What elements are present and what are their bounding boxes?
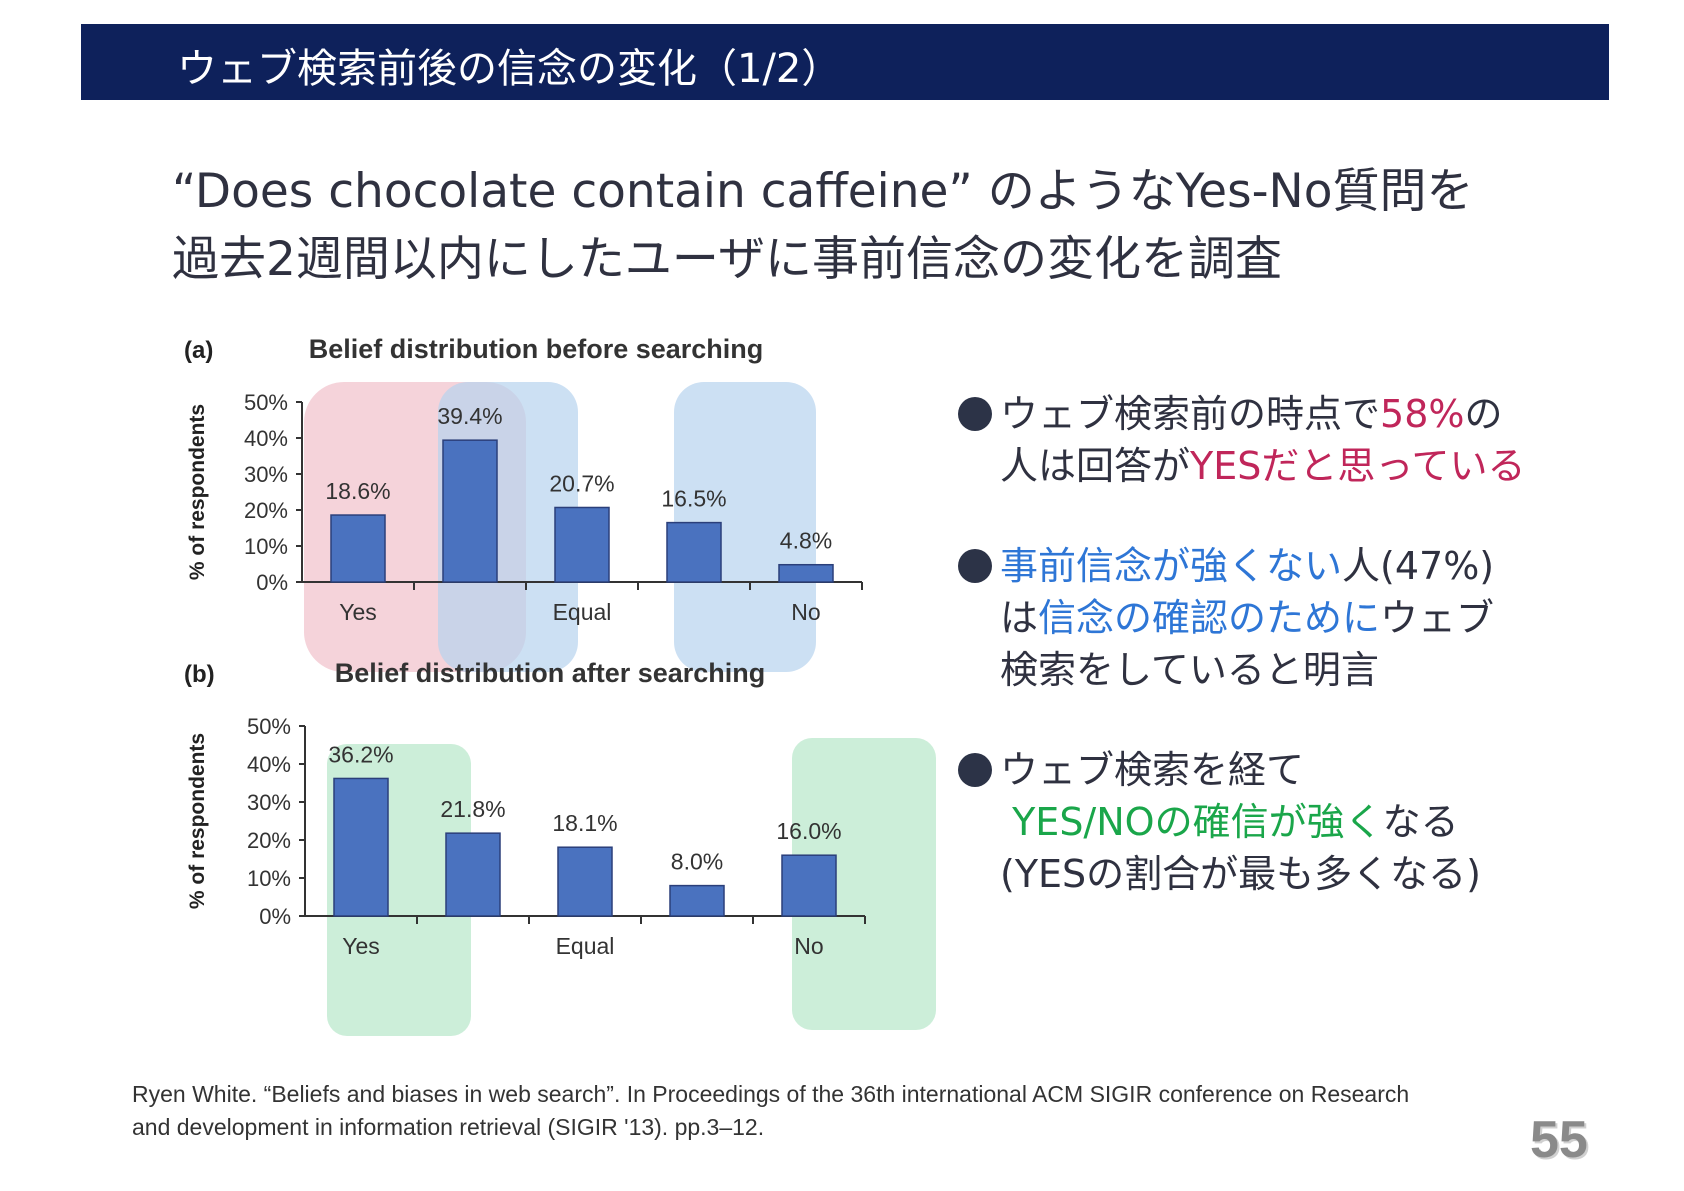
bullet-3-highlight-confidence: YES/NOの確信が強く: [1012, 800, 1383, 844]
chart-y-tick-label: 50%: [244, 390, 288, 415]
bullet-1-highlight-percent: 58%: [1380, 392, 1465, 436]
bullet-2-text-b: 人(47%): [1342, 544, 1495, 588]
bullet-1-text-a: ウェブ検索前の時点で: [1000, 392, 1381, 436]
chart-y-tick-label: 50%: [247, 714, 291, 739]
chart-y-tick-label: 40%: [244, 426, 288, 451]
chart-y-tick-label: 40%: [247, 752, 291, 777]
bar-before-3: [554, 506, 610, 583]
chart-y-tick-label: 10%: [247, 866, 291, 891]
bar-before-2: [442, 439, 498, 583]
citation-line-1: Ryen White. “Beliefs and biases in web s…: [132, 1081, 1410, 1107]
chart-y-tick-label: 20%: [244, 498, 288, 523]
bar-value-label: 16.5%: [661, 486, 726, 512]
bar-after-4: [669, 884, 725, 917]
chart-before-searching: (a) Belief distribution before searching%…: [184, 334, 863, 625]
chart-panel-label: (a): [184, 337, 213, 364]
bullet-3-text-c: (YESの割合が最も多くなる): [1000, 852, 1481, 896]
bar-before-4: [666, 521, 722, 583]
citation: Ryen White. “Beliefs and biases in web s…: [132, 1078, 1409, 1144]
bar-after-5: [781, 854, 837, 917]
bar-value-label: 18.1%: [552, 810, 617, 836]
heading-line-1: “Does chocolate contain caffeine” のようなYe…: [172, 164, 1474, 219]
bar-before-5: [778, 563, 834, 583]
chart-x-tick-label: No: [794, 933, 823, 959]
bullet-item-3: ウェブ検索を経て YES/NOの確信が強くなる (YESの割合が最も多くなる): [958, 744, 1618, 900]
bar-after-3: [557, 846, 613, 917]
slide-title: ウェブ検索前後の信念の変化（1/2）: [177, 46, 842, 92]
chart-y-tick-label: 0%: [256, 570, 288, 595]
bullet-item-1: ウェブ検索前の時点で58%の 人は回答がYESだと思っている: [958, 388, 1618, 492]
chart-y-tick-label: 30%: [247, 790, 291, 815]
chart-panel-label: (b): [184, 661, 215, 688]
bar-value-label: 4.8%: [780, 528, 832, 554]
chart-after-searching: (b) Belief distribution after searching % …: [184, 658, 866, 959]
bullet-2-text-c: は: [1000, 596, 1039, 640]
chart-title: Belief distribution after searching: [335, 658, 766, 688]
highlight-no-after: [792, 738, 936, 1030]
bar-value-label: 8.0%: [671, 849, 723, 875]
chart-x-tick-label: Equal: [556, 933, 615, 959]
bullet-dot-icon: [958, 549, 992, 583]
bar-value-label: 39.4%: [437, 403, 502, 429]
page-number: 55: [1530, 1111, 1588, 1169]
slide-heading: “Does chocolate contain caffeine” のようなYe…: [172, 158, 1473, 294]
chart-x-tick-label: Yes: [339, 599, 377, 625]
heading-line-2: 過去2週間以内にしたユーザに事前信念の変化を調査: [172, 232, 1282, 287]
bullet-item-2: 事前信念が強くない人(47%) は信念の確認のためにウェブ 検索をしていると明言: [958, 540, 1618, 696]
bullet-3-text-b: なる: [1382, 800, 1459, 844]
bullet-1-text-c: の: [1464, 392, 1503, 436]
bullet-dot-icon: [958, 753, 992, 787]
bullet-dot-icon: [958, 397, 992, 431]
title-bar: ウェブ検索前後の信念の変化（1/2）: [81, 24, 1609, 100]
bullet-2-text-e: 検索をしていると明言: [1000, 648, 1379, 692]
chart-y-tick-label: 0%: [259, 904, 291, 929]
belief-charts: (a) Belief distribution before searching%…: [184, 334, 936, 1036]
bullet-2-text-d: ウェブ: [1380, 596, 1495, 640]
bullet-3-text-a: ウェブ検索を経て: [1000, 748, 1305, 792]
bar-value-label: 36.2%: [328, 741, 393, 767]
chart-x-tick-label: No: [791, 599, 820, 625]
chart-y-tick-label: 10%: [244, 534, 288, 559]
bullet-1-highlight-yes: YESだと思っている: [1190, 444, 1526, 488]
chart-y-axis-label: % of respondents: [186, 733, 209, 909]
bar-value-label: 18.6%: [325, 478, 390, 504]
chart-x-tick-label: Equal: [553, 599, 612, 625]
chart-y-axis-label: % of respondents: [186, 404, 209, 580]
bar-value-label: 21.8%: [440, 796, 505, 822]
bullet-2-highlight-weak-belief: 事前信念が強くない: [1000, 544, 1343, 588]
bullet-list: ウェブ検索前の時点で58%の 人は回答がYESだと思っている 事前信念が強くない…: [958, 388, 1618, 948]
citation-line-2: and development in information retrieval…: [132, 1114, 765, 1140]
bullet-1-text-d: 人は回答が: [1000, 444, 1191, 488]
chart-y-tick-label: 20%: [247, 828, 291, 853]
chart-title: Belief distribution before searching: [309, 334, 764, 364]
bar-value-label: 20.7%: [549, 470, 614, 496]
bullet-2-highlight-confirm: 信念の確認のために: [1038, 596, 1381, 640]
bar-before-1: [330, 514, 386, 583]
chart-y-tick-label: 30%: [244, 462, 288, 487]
chart-x-tick-label: Yes: [342, 933, 380, 959]
bar-after-2: [445, 832, 501, 917]
bar-after-1: [333, 777, 389, 917]
highlight-weak-belief-b: [674, 382, 816, 672]
bar-value-label: 16.0%: [776, 818, 841, 844]
